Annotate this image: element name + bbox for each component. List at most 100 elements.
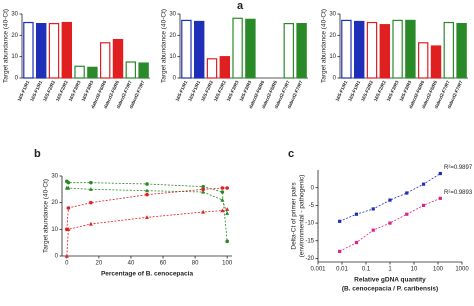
marker [220, 186, 225, 190]
x-tick-label: 16S-F1/R1 [347, 79, 361, 102]
x-tick-label: 16S-F2/R2 [200, 79, 214, 102]
y-tick-label: 10 [11, 54, 18, 60]
y-tick-label: -5 [309, 203, 315, 209]
x-axis-label: Relative gDNA quantity [354, 277, 426, 284]
bar [392, 19, 403, 79]
marker [145, 188, 149, 193]
marker [225, 211, 230, 215]
x-tick-label: 16S-F3/R3 [226, 79, 240, 102]
marker [145, 182, 149, 186]
y-tick-label: 0 [55, 254, 59, 260]
x-tick-label: 0.1 [362, 267, 371, 273]
y-axis-label: Target abundance (40-Ct) [161, 9, 168, 83]
marker [89, 180, 93, 185]
bar [456, 23, 467, 79]
x-tick-label: 16S-F1/R1 [174, 79, 188, 102]
x-tick-label: 1 [388, 267, 392, 273]
marker [220, 208, 225, 213]
x-tick-label: 16S-F1/R1 [29, 79, 43, 102]
marker [89, 200, 93, 205]
y-tick-label: -15 [305, 238, 314, 244]
x-tick-label: 16S-F3/R3 [80, 79, 94, 102]
bar [366, 21, 378, 79]
bar [74, 65, 85, 79]
marker [64, 253, 69, 258]
marker [354, 212, 359, 216]
y-tick-label: 10 [51, 227, 58, 233]
bar [283, 23, 295, 79]
y-tick-label: 10 [329, 54, 336, 60]
bar [379, 24, 391, 79]
panel-label: c [288, 148, 294, 160]
x-axis-label: (B. cenocepacia / P. caribensis) [342, 286, 438, 293]
x-tick-label: 16S-F3/R3 [386, 79, 400, 102]
marker [421, 182, 426, 186]
y-tick-label: 0 [311, 185, 315, 191]
fit-line [339, 197, 441, 252]
x-tick-label: 16S-F2/R2 [42, 79, 56, 102]
bar [245, 18, 256, 79]
marker [66, 185, 71, 190]
marker [220, 190, 225, 194]
bar [99, 42, 111, 79]
y-tick-label: 30 [169, 12, 176, 18]
bar [125, 61, 137, 79]
y-tick-label: 20 [329, 33, 336, 39]
panel-label: a [237, 0, 244, 12]
marker [371, 228, 375, 232]
y-tick-label: -20 [305, 256, 314, 262]
bar [181, 19, 192, 79]
marker [354, 240, 359, 245]
bar [232, 17, 243, 79]
y-tick-label: 10 [169, 54, 176, 60]
marker [145, 215, 149, 219]
x-tick-label: 16S-F2/R2 [360, 79, 374, 102]
marker [88, 221, 93, 226]
bar [193, 20, 205, 79]
bar [417, 42, 429, 79]
x-axis-label: Percentage of B. cenocepacia [101, 271, 194, 278]
marker [338, 249, 342, 253]
y-tick-label: 0 [15, 76, 19, 82]
marker [225, 239, 229, 244]
bar [206, 58, 218, 79]
x-tick-label: 16S-F3/R3 [398, 79, 412, 102]
x-tick-label: 80 [192, 261, 199, 267]
x-tick-label: 16S-F1/R1 [187, 79, 201, 102]
x-tick-label: 40 [128, 261, 135, 267]
marker [421, 203, 426, 207]
x-tick-label: 16S-F2/R2 [55, 79, 69, 102]
marker [66, 227, 71, 231]
annotation: R²=0.9897 [444, 165, 473, 171]
bar [341, 19, 352, 79]
marker [66, 206, 71, 210]
marker [66, 180, 71, 185]
y-tick-label: 0 [173, 76, 177, 82]
y-axis-label: (environmental - pathogenic) [299, 175, 306, 258]
x-tick-label: 0 [65, 261, 69, 267]
y-axis-label: Target abundance (40-Ct) [43, 179, 50, 253]
x-tick-label: 16S-F2/R2 [373, 79, 387, 102]
marker [201, 187, 205, 192]
marker [201, 209, 206, 214]
y-tick-label: 20 [51, 200, 58, 206]
y-tick-label: 0 [333, 76, 337, 82]
x-tick-label: 10 [411, 267, 418, 273]
y-tick-label: 30 [11, 12, 18, 18]
x-tick-label: 1000 [455, 267, 469, 273]
y-tick-label: 20 [11, 33, 18, 39]
marker [371, 207, 375, 211]
x-tick-label: 20 [96, 261, 103, 267]
x-tick-label: 16S-F1/R1 [334, 79, 348, 102]
marker [145, 192, 149, 197]
y-tick-label: -10 [305, 221, 314, 227]
y-axis-label: Target abundance (40-Ct) [321, 9, 328, 83]
marker [201, 184, 205, 189]
x-tick-label: 16S-F3/R3 [238, 79, 252, 102]
marker [438, 171, 442, 176]
y-tick-label: 20 [169, 33, 176, 39]
x-tick-label: 100 [433, 267, 444, 273]
bar [430, 45, 442, 79]
marker [388, 198, 392, 202]
